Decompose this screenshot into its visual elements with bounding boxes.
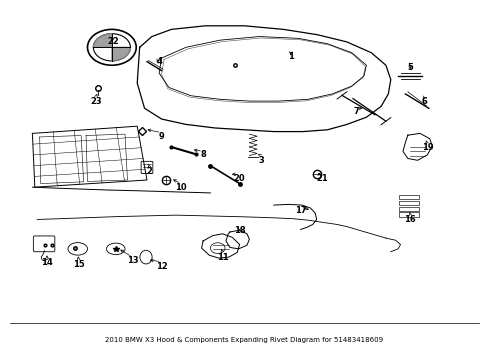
Text: 14: 14 (41, 258, 53, 267)
Wedge shape (93, 34, 112, 47)
Text: 19: 19 (421, 143, 432, 152)
Text: 15: 15 (73, 260, 84, 269)
Text: 5: 5 (407, 63, 412, 72)
Text: 17: 17 (294, 206, 306, 215)
Text: 22: 22 (107, 37, 119, 46)
Text: 1: 1 (287, 52, 293, 61)
Text: 20: 20 (233, 174, 245, 183)
Text: 10: 10 (175, 183, 186, 192)
Text: 3: 3 (258, 156, 264, 165)
Text: 6: 6 (421, 96, 427, 105)
Text: 7: 7 (353, 107, 359, 116)
Text: 21: 21 (316, 174, 328, 183)
Text: 12: 12 (155, 262, 167, 271)
Text: 23: 23 (90, 96, 102, 105)
Text: 18: 18 (233, 226, 245, 235)
Text: 11: 11 (216, 253, 228, 262)
Text: 16: 16 (404, 215, 415, 224)
Text: 9: 9 (159, 132, 164, 141)
Text: 8: 8 (200, 150, 205, 159)
Text: 4: 4 (156, 57, 162, 66)
Text: 2: 2 (146, 167, 152, 176)
Text: 2010 BMW X3 Hood & Components Expanding Rivet Diagram for 51483418609: 2010 BMW X3 Hood & Components Expanding … (105, 337, 383, 343)
Text: 13: 13 (126, 256, 138, 265)
Wedge shape (112, 47, 130, 61)
